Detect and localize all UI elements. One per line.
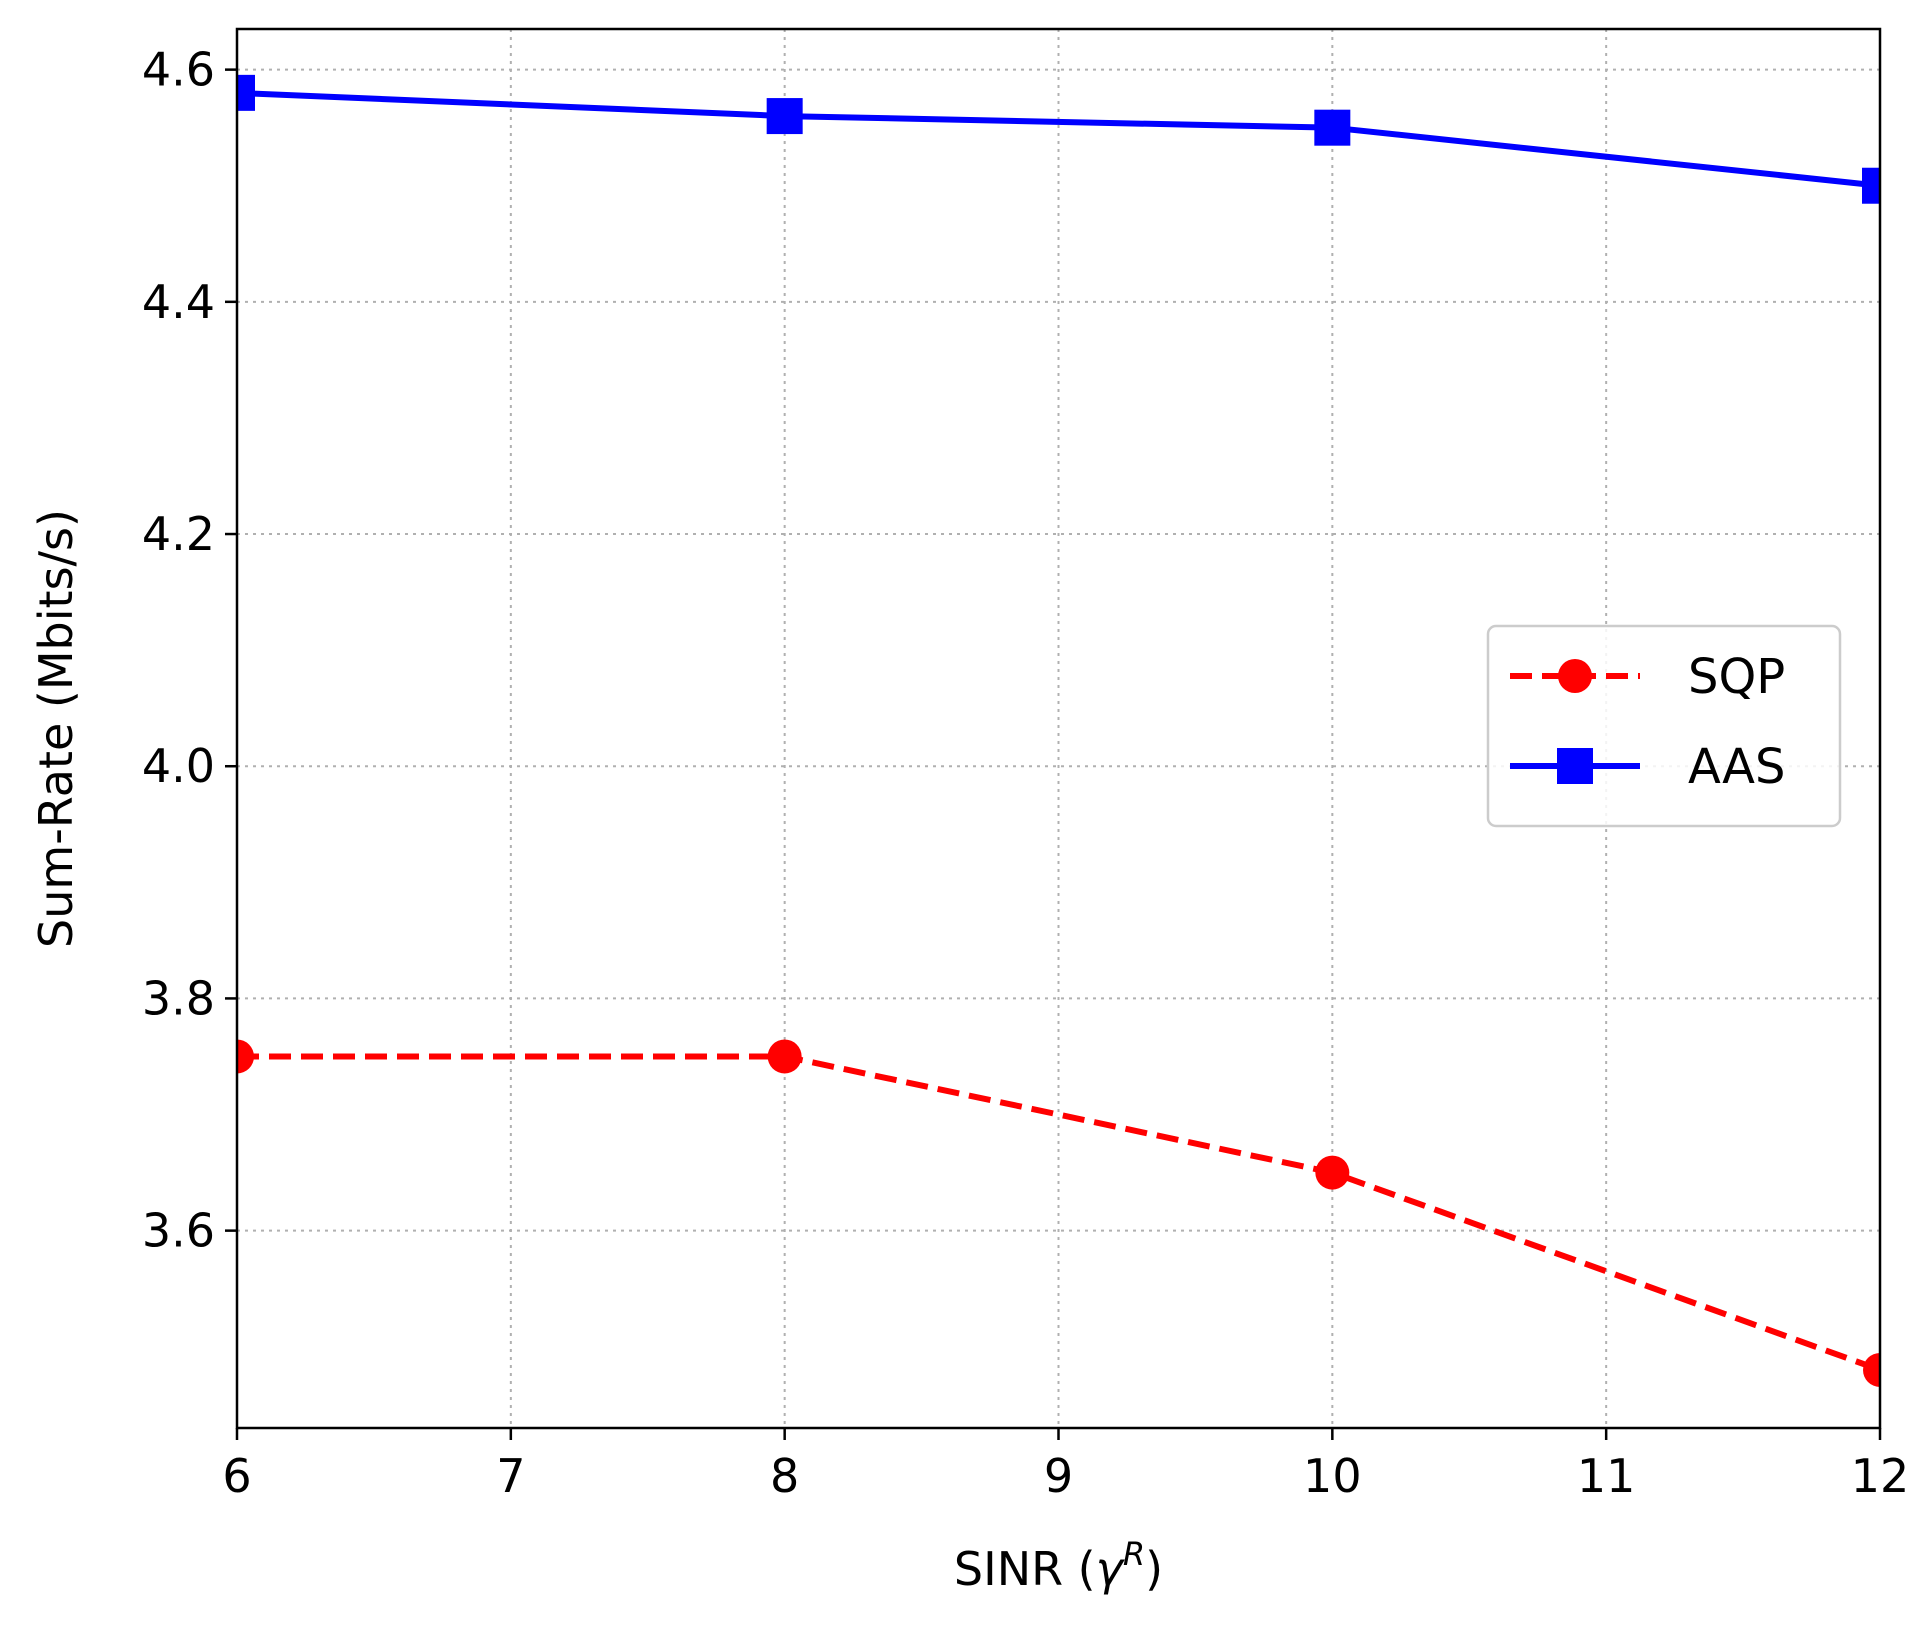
x-axis-label: SINR (γR) xyxy=(954,1535,1163,1596)
y-tick-label: 3.6 xyxy=(142,1204,215,1258)
x-axis-label-symbol: γ xyxy=(1096,1542,1126,1596)
data-point-aas xyxy=(1314,109,1351,146)
x-tick-label: 9 xyxy=(1044,1449,1073,1503)
y-axis-label: Sum-Rate (Mbits/s) xyxy=(29,509,83,948)
data-point-aas xyxy=(1862,167,1880,204)
data-point-sqp xyxy=(237,1039,254,1074)
y-tick-label: 4.4 xyxy=(142,275,215,329)
data-point-sqp xyxy=(1315,1155,1350,1190)
legend: SQP AAS xyxy=(1486,624,1842,828)
legend-label-aas: AAS xyxy=(1688,739,1785,795)
x-tick-label: 7 xyxy=(496,1449,525,1503)
series-sqp xyxy=(237,1039,1880,1387)
x-tick-label: 10 xyxy=(1303,1449,1362,1503)
axis-ticks: 6 7 8 9 10 11 12 3.6 3.8 4.0 4.2 4.4 4.6 xyxy=(142,43,1909,1503)
data-point-sqp xyxy=(1863,1352,1880,1387)
series-line-sqp xyxy=(237,1053,1880,1373)
y-tick-label: 4.2 xyxy=(142,507,215,561)
legend-entry-sqp: SQP xyxy=(1510,649,1785,705)
x-axis-label-close: ) xyxy=(1145,1542,1163,1596)
x-tick-label: 11 xyxy=(1577,1449,1636,1503)
y-tick-label: 4.6 xyxy=(142,43,215,97)
legend-marker-aas xyxy=(1557,748,1593,784)
y-tick-label: 3.8 xyxy=(142,971,215,1025)
series-aas xyxy=(237,74,1880,204)
legend-label-sqp: SQP xyxy=(1688,649,1785,705)
legend-marker-sqp xyxy=(1558,659,1592,693)
legend-entry-aas: AAS xyxy=(1510,739,1785,795)
series-layer xyxy=(237,74,1880,1387)
x-tick-label: 8 xyxy=(770,1449,799,1503)
x-tick-label: 12 xyxy=(1851,1449,1910,1503)
legend-frame xyxy=(1486,624,1842,828)
x-axis-label-superscript: R xyxy=(1123,1535,1145,1573)
x-tick-label: 6 xyxy=(222,1449,251,1503)
data-point-aas xyxy=(766,98,803,135)
y-tick-label: 4.0 xyxy=(142,739,215,793)
data-point-sqp xyxy=(767,1039,802,1074)
series-line-aas xyxy=(237,89,1880,189)
data-point-aas xyxy=(237,74,255,111)
x-axis-label-base: SINR ( xyxy=(954,1542,1096,1596)
